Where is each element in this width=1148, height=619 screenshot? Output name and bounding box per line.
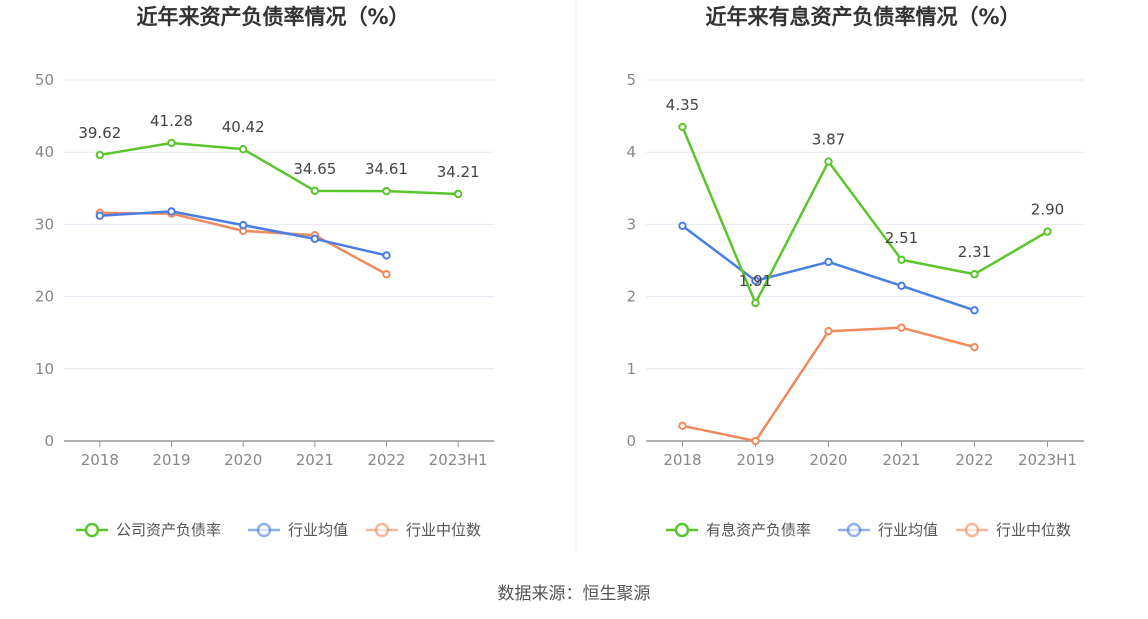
data-point xyxy=(310,234,320,244)
data-point xyxy=(678,221,687,231)
y-tick-label: 40 xyxy=(35,143,54,161)
legend-item: 公司资产负债率 xyxy=(76,521,221,539)
data-point xyxy=(751,276,760,285)
data-point xyxy=(310,186,320,196)
y-tick-label: 5 xyxy=(626,71,636,89)
data-label: 34.61 xyxy=(365,160,408,178)
data-point xyxy=(95,150,105,160)
legend-label: 行业中位数 xyxy=(406,521,481,539)
data-point xyxy=(897,323,906,332)
y-tick-label: 1 xyxy=(626,360,636,378)
legend-item: 有息资产负债率 xyxy=(666,521,811,539)
x-tick-label: 2019 xyxy=(152,451,190,469)
legend-marker xyxy=(256,522,272,538)
data-point xyxy=(897,255,906,264)
legend-marker xyxy=(674,522,690,538)
data-label: 2.31 xyxy=(958,243,991,261)
legend-marker xyxy=(964,522,980,538)
y-tick-label: 30 xyxy=(35,215,54,233)
data-point xyxy=(382,251,391,260)
y-tick-label: 0 xyxy=(44,432,54,450)
source-note: 数据来源：恒生聚源 xyxy=(498,584,651,604)
data-point xyxy=(970,306,979,315)
x-tick-label: 2018 xyxy=(663,451,701,469)
chart-title-right: 近年来有息资产负债率情况（%） xyxy=(705,5,1020,29)
x-tick-label: 2019 xyxy=(736,451,774,469)
legend-item: 行业中位数 xyxy=(956,521,1071,539)
x-tick-label: 2022 xyxy=(955,451,993,469)
x-tick-label: 2021 xyxy=(882,451,920,469)
data-label: 41.28 xyxy=(150,112,193,130)
data-label: 34.65 xyxy=(293,160,336,178)
y-tick-label: 4 xyxy=(626,143,636,161)
legend-item: 行业中位数 xyxy=(366,521,481,539)
series-0: 4.35 1.91 3.87 2.51 2.31 2.90 xyxy=(666,96,1064,308)
legend-marker xyxy=(374,522,390,538)
series-0: 39.62 41.28 40.42 34.65 34.61 34.21 xyxy=(78,112,480,199)
series-line xyxy=(682,326,975,443)
legend-marker xyxy=(84,522,100,538)
series-line xyxy=(99,141,459,196)
y-tick-label: 2 xyxy=(626,288,636,306)
chart-panel-left: 0 10 20 30 40 50 2018 2019 2020 2021 2022 2023H1 39.… xyxy=(35,71,494,539)
data-point xyxy=(167,138,176,148)
y-tick-label: 3 xyxy=(626,215,636,233)
data-label: 1.91 xyxy=(739,272,772,290)
data-point xyxy=(238,220,248,230)
series-2 xyxy=(95,208,391,279)
chart-title-left: 近年来资产负债率情况（%） xyxy=(136,5,409,29)
x-tick-label: 2023H1 xyxy=(1018,451,1077,469)
data-label: 2.51 xyxy=(885,229,918,247)
data-point xyxy=(824,257,833,267)
legend-label: 有息资产负债率 xyxy=(706,521,811,539)
y-tick-label: 10 xyxy=(35,360,54,378)
data-label: 2.90 xyxy=(1031,201,1064,219)
data-point xyxy=(382,270,391,279)
legend-label: 行业中位数 xyxy=(996,521,1071,539)
x-tick-label: 2021 xyxy=(296,451,334,469)
data-label: 39.62 xyxy=(78,124,121,142)
data-point xyxy=(238,144,248,154)
data-point xyxy=(751,436,760,446)
y-tick-label: 50 xyxy=(35,71,54,89)
x-tick-label: 2020 xyxy=(809,451,847,469)
legend-label: 行业均值 xyxy=(288,521,348,539)
x-tick-label: 2020 xyxy=(224,451,262,469)
y-tick-label: 20 xyxy=(35,288,54,306)
x-tick-label: 2018 xyxy=(81,451,119,469)
legend-item: 行业均值 xyxy=(248,521,348,539)
series-line xyxy=(681,126,1049,305)
series-1 xyxy=(678,221,979,315)
series-1 xyxy=(95,207,391,260)
data-label: 34.21 xyxy=(437,163,480,181)
legend-label: 公司资产负债率 xyxy=(116,521,221,539)
data-point xyxy=(382,186,391,196)
chart-panel-right: 0 1 2 3 4 5 2018 2019 2020 2021 2022 2023H1 4.35 1.91… xyxy=(626,71,1084,539)
series-line xyxy=(681,224,975,312)
series-2 xyxy=(678,323,979,446)
data-point xyxy=(824,157,833,166)
data-point xyxy=(897,281,906,290)
x-tick-label: 2023H1 xyxy=(429,451,488,469)
data-point xyxy=(678,122,687,132)
legend-item: 行业均值 xyxy=(838,521,938,539)
data-point xyxy=(95,211,105,220)
data-label: 3.87 xyxy=(812,131,845,149)
data-label: 4.35 xyxy=(666,96,699,114)
legend-label: 行业均值 xyxy=(878,521,938,539)
data-point xyxy=(970,342,979,352)
data-point xyxy=(453,189,463,199)
data-label: 40.42 xyxy=(222,118,265,136)
data-point xyxy=(1043,227,1052,236)
data-point xyxy=(751,298,760,308)
data-point xyxy=(167,207,176,216)
y-tick-label: 0 xyxy=(626,432,636,450)
x-tick-label: 2022 xyxy=(367,451,405,469)
data-point xyxy=(678,421,687,431)
data-point xyxy=(824,327,833,336)
legend-marker xyxy=(846,522,862,538)
data-point xyxy=(970,270,979,279)
